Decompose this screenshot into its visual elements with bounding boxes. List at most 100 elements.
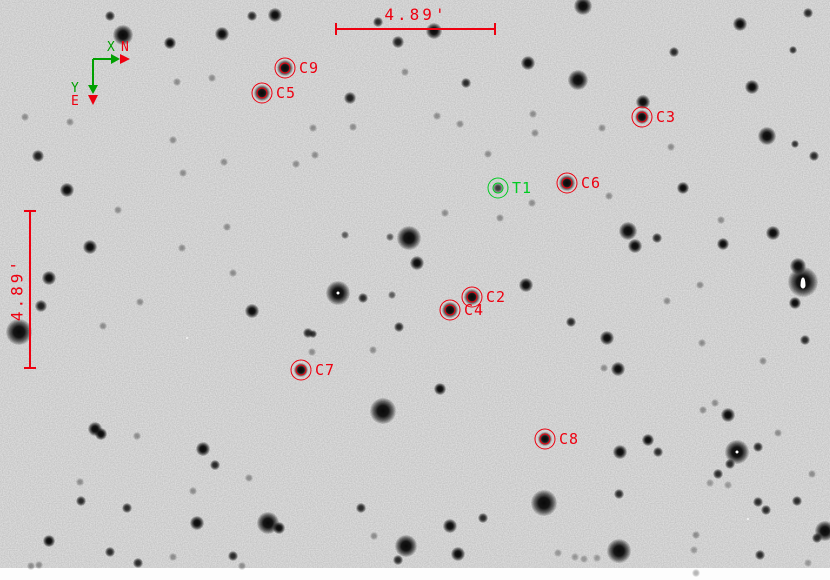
star bbox=[711, 399, 719, 407]
star bbox=[600, 331, 614, 345]
star bbox=[245, 474, 253, 482]
star bbox=[745, 80, 759, 94]
scale-bar-tick-bottom bbox=[24, 367, 36, 369]
star bbox=[196, 442, 210, 456]
star bbox=[220, 158, 228, 166]
star bbox=[133, 558, 143, 568]
star bbox=[215, 27, 229, 41]
star bbox=[619, 222, 637, 240]
star bbox=[774, 429, 782, 437]
star bbox=[308, 348, 316, 356]
marker-layer: T1 C2 C3 C4 C5 C6 C7 C8 C9 bbox=[251, 57, 675, 450]
star bbox=[808, 470, 816, 478]
star bbox=[461, 78, 471, 88]
star bbox=[43, 535, 55, 547]
star bbox=[223, 223, 231, 231]
star bbox=[600, 364, 608, 372]
marker-outer-ring bbox=[251, 82, 273, 104]
saturated-star-core bbox=[336, 291, 340, 295]
star bbox=[369, 346, 377, 354]
star bbox=[42, 271, 56, 285]
star bbox=[753, 497, 763, 507]
star bbox=[245, 304, 259, 318]
star bbox=[113, 25, 133, 45]
star bbox=[358, 293, 368, 303]
star bbox=[758, 127, 776, 145]
star bbox=[669, 47, 679, 57]
star bbox=[456, 120, 464, 128]
star bbox=[311, 151, 319, 159]
star bbox=[410, 256, 424, 270]
star bbox=[529, 110, 537, 118]
star bbox=[812, 533, 822, 543]
star bbox=[692, 531, 700, 539]
star bbox=[803, 8, 813, 18]
star bbox=[792, 496, 802, 506]
star bbox=[169, 553, 177, 561]
marker-label-C5: C5 bbox=[276, 84, 297, 102]
star bbox=[373, 17, 383, 27]
star bbox=[628, 239, 642, 253]
star bbox=[32, 150, 44, 162]
marker-label-C9: C9 bbox=[299, 59, 320, 77]
scale-bar-tick-left bbox=[335, 23, 337, 35]
star bbox=[566, 317, 576, 327]
star bbox=[394, 322, 404, 332]
star bbox=[179, 169, 187, 177]
star bbox=[344, 92, 356, 104]
compass-east-label: E bbox=[71, 94, 79, 109]
star bbox=[636, 95, 650, 109]
marker-label-C8: C8 bbox=[559, 430, 580, 448]
star bbox=[268, 8, 282, 22]
star bbox=[309, 330, 317, 338]
star bbox=[519, 278, 533, 292]
compass-x-axis-line bbox=[93, 58, 112, 60]
star bbox=[60, 183, 74, 197]
marker-label-C7: C7 bbox=[315, 361, 336, 379]
star bbox=[451, 547, 465, 561]
star bbox=[725, 459, 735, 469]
star bbox=[809, 151, 819, 161]
star bbox=[83, 240, 97, 254]
star bbox=[580, 555, 588, 563]
star bbox=[395, 535, 417, 557]
marker-outer-ring bbox=[534, 428, 556, 450]
star bbox=[706, 479, 714, 487]
compass-y-label: Y bbox=[71, 81, 79, 96]
scale-bar-tick-right bbox=[494, 23, 496, 35]
bottom-margin bbox=[0, 568, 830, 580]
marker-label-C6: C6 bbox=[581, 174, 602, 192]
star bbox=[642, 434, 654, 446]
star bbox=[521, 56, 535, 70]
star bbox=[21, 113, 29, 121]
scale-bar-vertical-label: 4.89' bbox=[7, 257, 27, 322]
compass-y-axis-line bbox=[92, 59, 94, 86]
star bbox=[434, 383, 446, 395]
star bbox=[717, 216, 725, 224]
marker-outer-ring bbox=[290, 359, 312, 381]
star bbox=[105, 547, 115, 557]
star bbox=[568, 70, 588, 90]
star bbox=[724, 481, 732, 489]
marker-outer-ring bbox=[274, 57, 296, 79]
white-teardrop-artifact bbox=[800, 277, 806, 289]
marker-outer-ring bbox=[439, 299, 461, 321]
star bbox=[292, 160, 300, 168]
star bbox=[663, 297, 671, 305]
marker-label-C2: C2 bbox=[486, 288, 507, 306]
star bbox=[593, 554, 601, 562]
star bbox=[122, 503, 132, 513]
star bbox=[370, 398, 396, 424]
star bbox=[76, 496, 86, 506]
marker-label-C4: C4 bbox=[464, 301, 485, 319]
star bbox=[699, 406, 707, 414]
star bbox=[114, 206, 122, 214]
star bbox=[789, 46, 797, 54]
star bbox=[164, 37, 176, 49]
star bbox=[484, 150, 492, 158]
marker-outer-ring bbox=[556, 172, 578, 194]
star bbox=[210, 460, 220, 470]
star bbox=[789, 297, 801, 309]
